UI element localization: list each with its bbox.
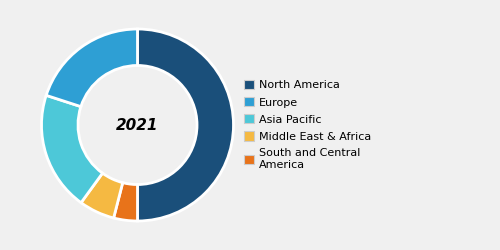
Wedge shape bbox=[46, 29, 138, 106]
Wedge shape bbox=[42, 95, 102, 203]
Wedge shape bbox=[114, 183, 138, 221]
Wedge shape bbox=[81, 173, 122, 218]
Wedge shape bbox=[138, 29, 234, 221]
Legend: North America, Europe, Asia Pacific, Middle East & Africa, South and Central
Ame: North America, Europe, Asia Pacific, Mid… bbox=[239, 76, 376, 174]
Text: 2021: 2021 bbox=[116, 118, 159, 132]
